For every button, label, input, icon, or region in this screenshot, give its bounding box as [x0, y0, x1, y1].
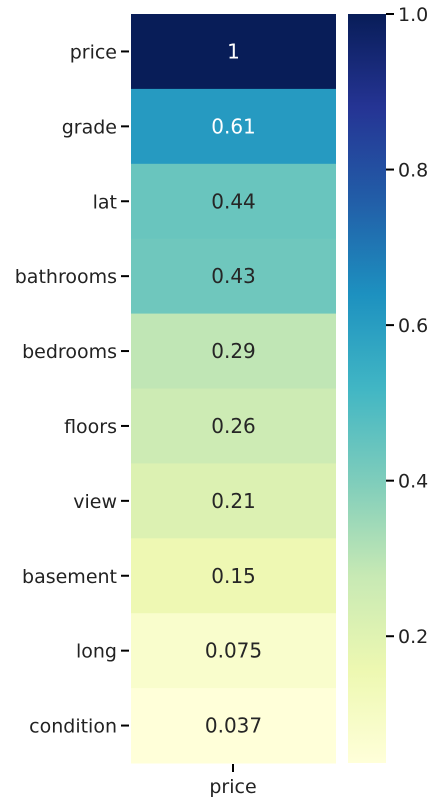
y-tick-label: grade: [62, 116, 117, 138]
heatmap-cell: [131, 463, 336, 539]
colorbar: [348, 14, 386, 763]
y-tick-label: long: [76, 641, 117, 663]
x-axis: price: [209, 764, 257, 798]
cell-value-label: 0.44: [211, 189, 256, 213]
y-tick-label: view: [73, 491, 117, 513]
heatmap-cell: [131, 538, 336, 614]
colorbar-tick-label: 1.0: [398, 4, 428, 26]
cell-value-label: 0.26: [211, 414, 256, 438]
y-tick-label: floors: [64, 416, 117, 438]
heatmap-cell: [131, 14, 336, 90]
colorbar-tick-label: 0.4: [398, 471, 428, 493]
colorbar-tick-label: 0.6: [398, 315, 428, 337]
heatmap-cell: [131, 313, 336, 389]
cell-value-label: 0.61: [211, 114, 256, 138]
colorbar-tick-label: 0.8: [398, 160, 428, 182]
cell-value-label: 0.075: [205, 639, 262, 663]
heatmap-cell: [131, 88, 336, 165]
heatmap-cell: [131, 388, 336, 464]
cell-value-label: 0.29: [211, 339, 256, 363]
y-axis: price grade lat bathrooms bedrooms floors view…: [15, 41, 129, 738]
heatmap-cells: 1 0.61 0.44 0.43 0.29 0.26 0.21 0.15 0.075 0.037: [131, 14, 336, 764]
cell-value-label: 0.037: [205, 714, 262, 738]
y-tick-label: bathrooms: [15, 266, 117, 288]
cell-value-label: 0.15: [211, 564, 256, 588]
y-tick-label: bedrooms: [22, 341, 117, 363]
y-tick-label: condition: [29, 716, 117, 738]
heatmap-cell: [131, 163, 336, 240]
cell-value-label: 1: [227, 39, 240, 63]
colorbar-axis: 0.2 0.4 0.6 0.8 1.0: [386, 4, 428, 648]
heatmap-cell: [131, 613, 336, 689]
heatmap-cell: [131, 238, 336, 315]
heatmap-cell: [131, 688, 336, 764]
colorbar-tick-label: 0.2: [398, 626, 428, 648]
y-tick-label: lat: [93, 191, 117, 213]
cell-value-label: 0.43: [211, 264, 256, 288]
x-tick-label: price: [209, 776, 256, 798]
y-tick-label: basement: [22, 566, 117, 588]
y-tick-label: price: [70, 41, 117, 63]
cell-value-label: 0.21: [211, 489, 256, 513]
